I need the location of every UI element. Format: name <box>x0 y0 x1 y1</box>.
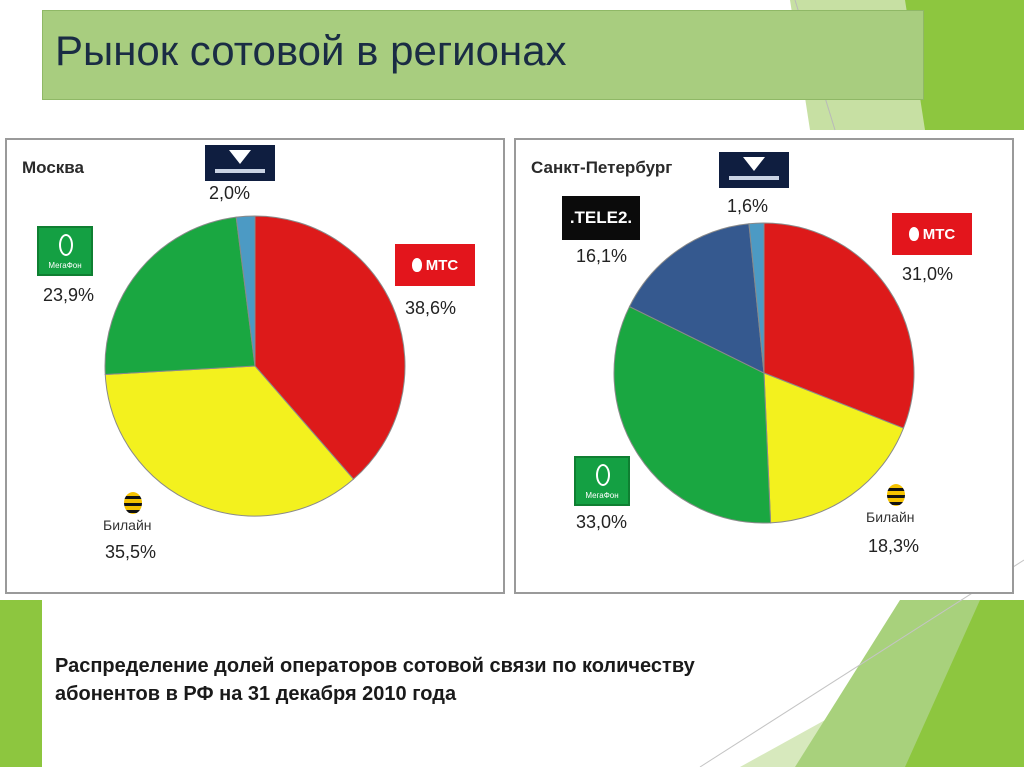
slide-title: Рынок сотовой в регионах <box>55 27 567 74</box>
moscow-mts-label: 38,6% <box>405 298 457 318</box>
title-bar: Рынок сотовой в регионах <box>42 10 924 100</box>
skylink-logo-icon <box>205 145 275 181</box>
moscow-slice-beeline <box>104 365 355 517</box>
mts-logo-icon: МТС <box>395 244 475 286</box>
moscow-chart-panel: Москва 2,0% МТС 38,6% МегаФон 23,9% Била… <box>5 138 505 594</box>
moscow-skylink-label: 2,0% <box>209 183 251 203</box>
chart-caption: Распределение долей операторов сотовой с… <box>55 655 695 705</box>
moscow-chart-title: Москва <box>22 158 84 177</box>
megafon-mark-icon <box>596 464 610 486</box>
beeline-logo-icon: Билайн <box>103 492 163 540</box>
tele2-logo-text: .TELE2. <box>569 208 633 227</box>
moscow-pie-chart <box>104 215 406 517</box>
mts-egg-icon <box>411 258 422 272</box>
spb-pie-chart <box>613 222 915 524</box>
spb-slice-mts <box>763 222 915 429</box>
beeline-logo-icon: Билайн <box>866 484 926 532</box>
beeline-logo-text: Билайн <box>866 509 915 525</box>
tele2-logo-icon: .TELE2. <box>562 196 640 240</box>
moscow-beeline-label: 35,5% <box>105 542 157 562</box>
spb-slice-megafon <box>613 305 772 524</box>
divider-line-bottom <box>699 559 1024 767</box>
mts-logo-text: МТС <box>425 256 459 274</box>
spb-slice-tele2 <box>628 223 765 374</box>
corner-accent-bottom-dark <box>905 600 1024 767</box>
skylink-logo-icon <box>719 152 789 188</box>
spb-megafon-label: 33,0% <box>576 512 628 532</box>
beeline-bee-icon <box>124 492 142 514</box>
megafon-logo-icon: МегаФон <box>574 456 630 506</box>
moscow-slice-skylink <box>235 215 256 367</box>
mts-logo-text: МТС <box>922 225 956 243</box>
megafon-logo-text: МегаФон <box>48 261 82 270</box>
spb-beeline-label: 18,3% <box>868 536 920 556</box>
moscow-slice-megafon <box>104 216 256 376</box>
spb-slice-beeline <box>763 372 905 524</box>
spb-chart-panel: Санкт-Петербург 1,6% .TELE2. 16,1% МТС 3… <box>514 138 1014 594</box>
moscow-slice-mts <box>254 215 406 480</box>
megafon-logo-icon: МегаФон <box>37 226 93 276</box>
beeline-logo-text: Билайн <box>103 517 152 533</box>
spb-chart-title: Санкт-Петербург <box>531 158 673 177</box>
megafon-logo-text: МегаФон <box>585 491 619 500</box>
mts-egg-icon <box>908 227 919 241</box>
megafon-mark-icon <box>59 234 73 256</box>
mts-logo-icon: МТС <box>892 213 972 255</box>
beeline-bee-icon <box>887 484 905 506</box>
corner-accent-top-dark <box>905 0 1024 130</box>
spb-mts-label: 31,0% <box>902 264 954 284</box>
spb-tele2-label: 16,1% <box>576 246 628 266</box>
spb-skylink-label: 1,6% <box>727 196 769 216</box>
moscow-megafon-label: 23,9% <box>43 285 95 305</box>
left-accent-bar <box>0 600 42 767</box>
spb-slice-skylink <box>748 222 765 374</box>
